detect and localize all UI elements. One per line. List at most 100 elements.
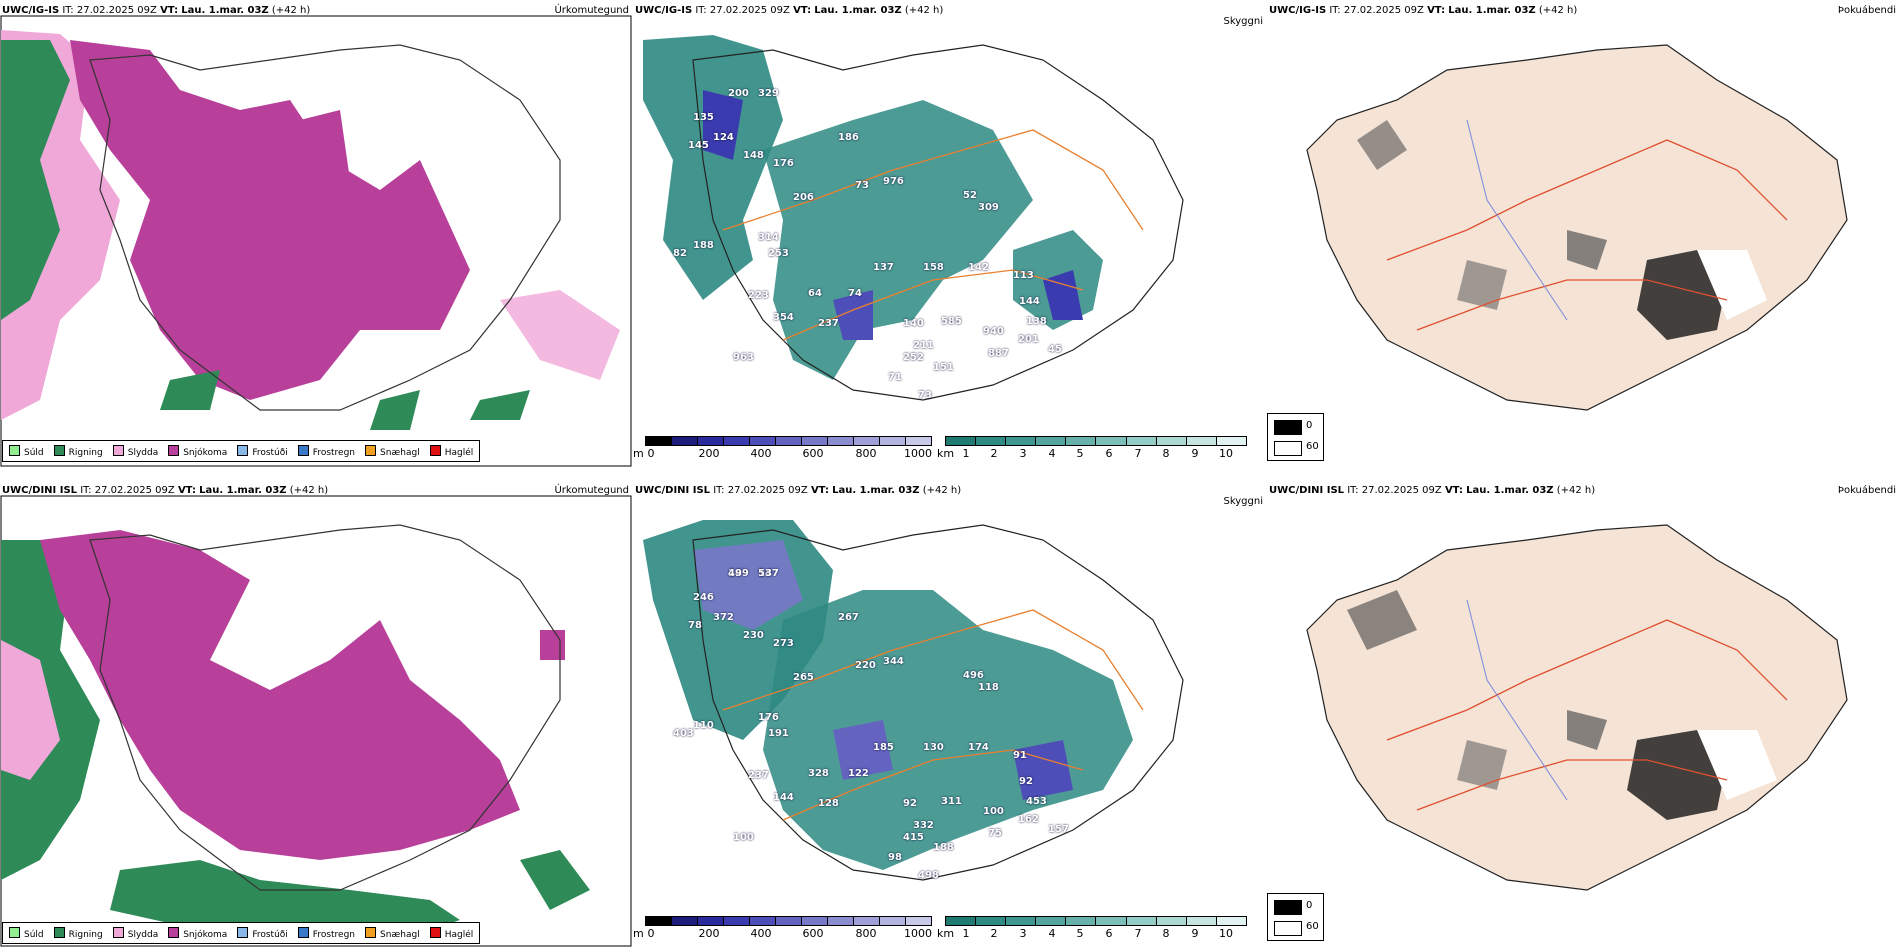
legend-item-snow-pellets: Snæhagl — [365, 926, 420, 940]
vt-value: Lau. 1.mar. 03Z — [199, 485, 287, 496]
legend-item-snow-pellets: Snæhagl — [365, 444, 420, 458]
legend-item-drizzle: Súld — [9, 926, 44, 940]
cloud-base-label: 142 — [968, 262, 989, 273]
legend-item-hail: Haglél — [429, 444, 473, 458]
cloud-base-label: 253 — [768, 248, 789, 259]
legend-item-freezing-drizzle: Frostúði — [237, 926, 288, 940]
fog-map-bottom — [1306, 524, 1848, 891]
cloud-base-label: 976 — [883, 176, 904, 187]
lead-time: (+42 h) — [922, 485, 962, 496]
cloud-base-label: 267 — [838, 612, 859, 623]
cloud-base-label: 265 — [793, 672, 814, 683]
cloud-base-label: 45 — [1048, 344, 1062, 355]
cloud-base-label: 49 — [728, 568, 742, 579]
cloud-base-label: 211 — [913, 340, 934, 351]
cloud-base-label: 498 — [918, 870, 939, 881]
cloud-base-label: 496 — [963, 670, 984, 681]
cloud-base-label: 130 — [923, 742, 944, 753]
cloud-base-label: 144 — [1019, 296, 1040, 307]
legend-item-freezing-drizzle: Frostúði — [237, 444, 288, 458]
cloud-base-label: 246 — [693, 592, 714, 603]
cloud-base-label: 145 — [688, 140, 709, 151]
visibility-colorbar: km 1 2 3 4 5 6 7 8 9 10 — [937, 916, 1267, 946]
cloud-base-label: 110 — [693, 720, 714, 731]
vt-label: VT: — [793, 5, 812, 16]
cloud-base-label: 191 — [768, 728, 789, 739]
legend-item-freezing-rain: Frostregn — [297, 444, 355, 458]
cloud-base-label: 147 — [758, 568, 779, 579]
panel-header: UWC/DINI ISL IT: 27.02.2025 09Z VT: Lau.… — [2, 485, 328, 496]
lead-time: (+42 h) — [1556, 485, 1596, 496]
cloud-base-label: 124 — [713, 132, 734, 143]
lead-time: (+42 h) — [1538, 5, 1578, 16]
cloud-base-label: 188 — [693, 240, 714, 251]
visibility-colorbar: km 1 2 3 4 5 6 7 8 9 10 — [937, 436, 1267, 466]
it-value: 27.02.2025 09Z — [1361, 485, 1442, 496]
lead-time: (+42 h) — [271, 5, 311, 16]
cloud-base-label: 354 — [773, 312, 794, 323]
cloud-base-label: 585 — [941, 316, 962, 327]
cloud-base-label: 415 — [903, 832, 924, 843]
cloud-base-label: 74 — [848, 288, 862, 299]
legend-item-sleet: Slydda — [112, 926, 158, 940]
vt-value: Lau. 1.mar. 03Z — [832, 485, 920, 496]
legend-item-freezing-rain: Frostregn — [297, 926, 355, 940]
legend-item-rain: Rigning — [53, 926, 103, 940]
cloud-base-label: 887 — [988, 348, 1009, 359]
cloud-base-label: 138 — [1026, 316, 1047, 327]
lead-time: (+42 h) — [904, 5, 944, 16]
it-value: 27.02.2025 09Z — [1343, 5, 1424, 16]
it-value: 27.02.2025 09Z — [76, 5, 157, 16]
fog-legend: 0 60 — [1267, 413, 1324, 461]
it-value: 27.02.2025 09Z — [709, 5, 790, 16]
it-value: 27.02.2025 09Z — [94, 485, 175, 496]
cloud-base-label: 78 — [688, 620, 702, 631]
cloud-base-label: 144 — [773, 792, 794, 803]
cloud-base-label: 149 — [728, 568, 749, 579]
panel-title: Úrkomutegund — [554, 5, 629, 16]
cloud-base-label: 186 — [838, 132, 859, 143]
cloud-base-label: 92 — [903, 798, 917, 809]
cloud-base-label: 314 — [758, 232, 779, 243]
cloud-base-label: 201 — [1018, 334, 1039, 345]
cloud-base-label: 73 — [855, 180, 869, 191]
cloud-base-label: 162 — [1018, 814, 1039, 825]
colorbar-unit: km — [937, 927, 955, 940]
cloud-base-label: 100 — [983, 806, 1004, 817]
cloud-base-label: 220 — [855, 660, 876, 671]
cloud-base-label: 237 — [818, 318, 839, 329]
fog-panel-top: UWC/IG-IS IT: 27.02.2025 09Z VT: Lau. 1.… — [1267, 0, 1900, 468]
cloud-base-label: 453 — [1026, 796, 1047, 807]
cloud-base-label: 176 — [773, 158, 794, 169]
cloud-base-label: 52 — [963, 190, 977, 201]
legend-item-snow: Snjókoma — [168, 926, 227, 940]
cloud-base-label: 230 — [743, 630, 764, 641]
cloud-base-label: 188 — [933, 842, 954, 853]
vt-label: VT: — [160, 5, 179, 16]
precip-type-map-bottom — [0, 495, 632, 947]
precip-type-panel-bottom: UWC/DINI ISL IT: 27.02.2025 09Z VT: Lau.… — [0, 480, 633, 950]
cloud-base-label: 157 — [1048, 824, 1069, 835]
cloud-base-label: 963 — [733, 352, 754, 363]
vt-value: Lau. 1.mar. 03Z — [814, 5, 902, 16]
cloud-base-label: 75 — [988, 828, 1002, 839]
cloud-base-label: 940 — [983, 326, 1004, 337]
cloud-base-label: 135 — [693, 112, 714, 123]
it-value: 27.02.2025 09Z — [727, 485, 808, 496]
cloud-base-label: 118 — [978, 682, 999, 693]
model-name: UWC/IG-IS — [2, 5, 60, 16]
cloud-base-map-bottom — [643, 520, 1184, 881]
cloud-base-panel-bottom: UWC/DINI ISL IT: 27.02.2025 09Z VT: Lau.… — [633, 480, 1267, 950]
it-label: IT: — [80, 485, 92, 496]
cloud-base-label: 332 — [913, 820, 934, 831]
precip-legend: Súld Rigning Slydda Snjókoma Frostúði Fr… — [2, 922, 481, 944]
it-label: IT: — [1347, 485, 1359, 496]
panel-header: UWC/IG-IS IT: 27.02.2025 09Z VT: Lau. 1.… — [1269, 5, 1577, 16]
model-name: UWC/IG-IS — [1269, 5, 1327, 16]
panel-title: Skyggni — [1223, 496, 1263, 507]
vt-label: VT: — [810, 485, 829, 496]
cloud-base-label: 53 — [758, 568, 772, 579]
vt-value: Lau. 1.mar. 03Z — [181, 5, 269, 16]
cloud-base-label: 64 — [808, 288, 822, 299]
panel-header: UWC/DINI ISL IT: 27.02.2025 09Z VT: Lau.… — [635, 485, 961, 496]
